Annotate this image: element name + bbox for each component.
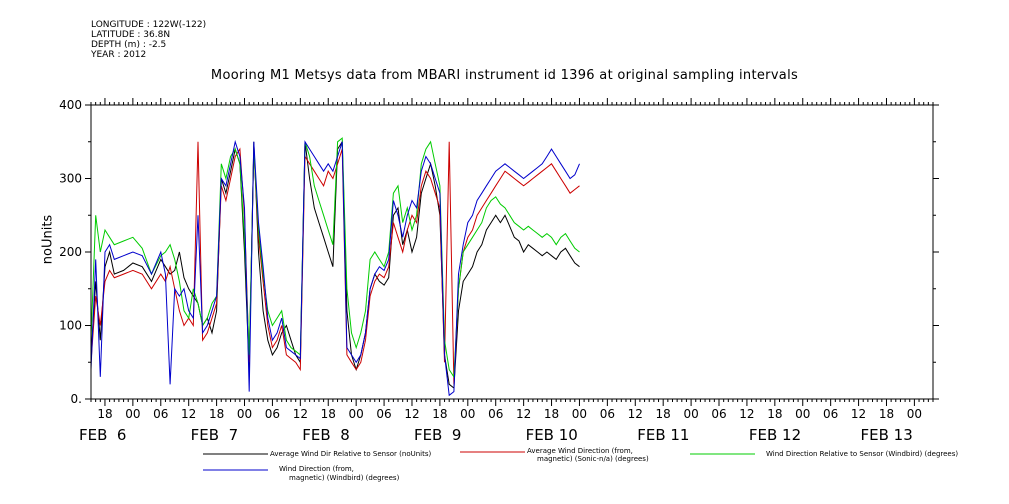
x-tick-label: 00 [460,407,475,421]
y-tick-label: 100 [59,319,82,333]
x-tick-label: 00 [237,407,252,421]
legend-label-blue-2: magnetic) (Windbird) (degrees) [289,474,400,482]
x-tick-label: 06 [153,407,168,421]
x-tick-label: 06 [488,407,503,421]
latitude-text: LATITUDE : 36.8N [91,30,171,40]
x-tick-label: 06 [823,407,838,421]
series-line-2 [90,137,580,379]
x-tick-label: 18 [879,407,894,421]
series-line-3 [90,139,580,397]
longitude-text: LONGITUDE : 122W(-122) [91,20,207,30]
x-tick-label: 00 [795,407,810,421]
x-tick-label: 06 [711,407,726,421]
legend-label-green: Wind Direction Relative to Sensor (Windb… [766,450,958,458]
x-tick-label: 12 [404,407,419,421]
x-tick-label: 06 [265,407,280,421]
x-tick-label: 18 [321,407,336,421]
x-tick-label: 00 [572,407,587,421]
y-tick-label: 400 [59,98,82,112]
x-day-label: FEB 7 [191,426,238,444]
x-tick-label: 12 [851,407,866,421]
axis-layer: 0. 100 200 300 400 18 00 06 12 18 00 06 12 18 00 06 12 18… [59,98,939,444]
x-tick-label: 00 [907,407,922,421]
series-line-1 [90,141,580,385]
x-tick-label: 18 [432,407,447,421]
x-day-label: FEB 9 [414,426,461,444]
x-tick-label: 00 [349,407,364,421]
x-tick-label: 18 [97,407,112,421]
y-tick-label: 200 [59,245,82,259]
x-tick-label: 00 [125,407,140,421]
x-tick-label: 12 [628,407,643,421]
x-tick-label: 12 [181,407,196,421]
year-text: YEAR : 2012 [91,50,147,60]
x-tick-label: 06 [376,407,391,421]
x-day-label: FEB 12 [749,426,801,444]
series-line-0 [90,140,580,389]
y-tick-label: 300 [59,172,82,186]
x-tick-label: 12 [516,407,531,421]
legend-label-red-2: magnetic) (Sonic-n/a) (degrees) [537,455,649,463]
chart-title: Mooring M1 Metsys data from MBARI instru… [210,68,799,83]
x-tick-label: 18 [544,407,559,421]
x-day-label: FEB 6 [79,426,126,444]
y-tick-label: 0. [71,392,82,406]
x-tick-label: 12 [293,407,308,421]
x-day-label: FEB 13 [861,426,913,444]
x-day-label: FEB 10 [526,426,578,444]
legend: Average Wind Dir Relative to Sensor (noU… [203,447,958,482]
x-tick-label: 06 [600,407,615,421]
x-tick-label: 00 [683,407,698,421]
metadata-block: LONGITUDE : 122W(-122) LATITUDE : 36.8N … [91,20,206,60]
x-tick-label: 18 [767,407,782,421]
legend-label-red-1: Average Wind Direction (from, [527,447,633,455]
series-layer [90,137,580,397]
legend-label-blue-1: Wind Direction (from, [279,465,354,473]
x-tick-label: 18 [656,407,671,421]
plot-frame [90,104,934,400]
legend-label-black: Average Wind Dir Relative to Sensor (noU… [270,450,431,458]
x-day-label: FEB 8 [302,426,349,444]
x-day-label: FEB 11 [637,426,689,444]
x-tick-label: 12 [739,407,754,421]
x-tick-label: 18 [209,407,224,421]
depth-text: DEPTH (m) : -2.5 [91,40,167,50]
